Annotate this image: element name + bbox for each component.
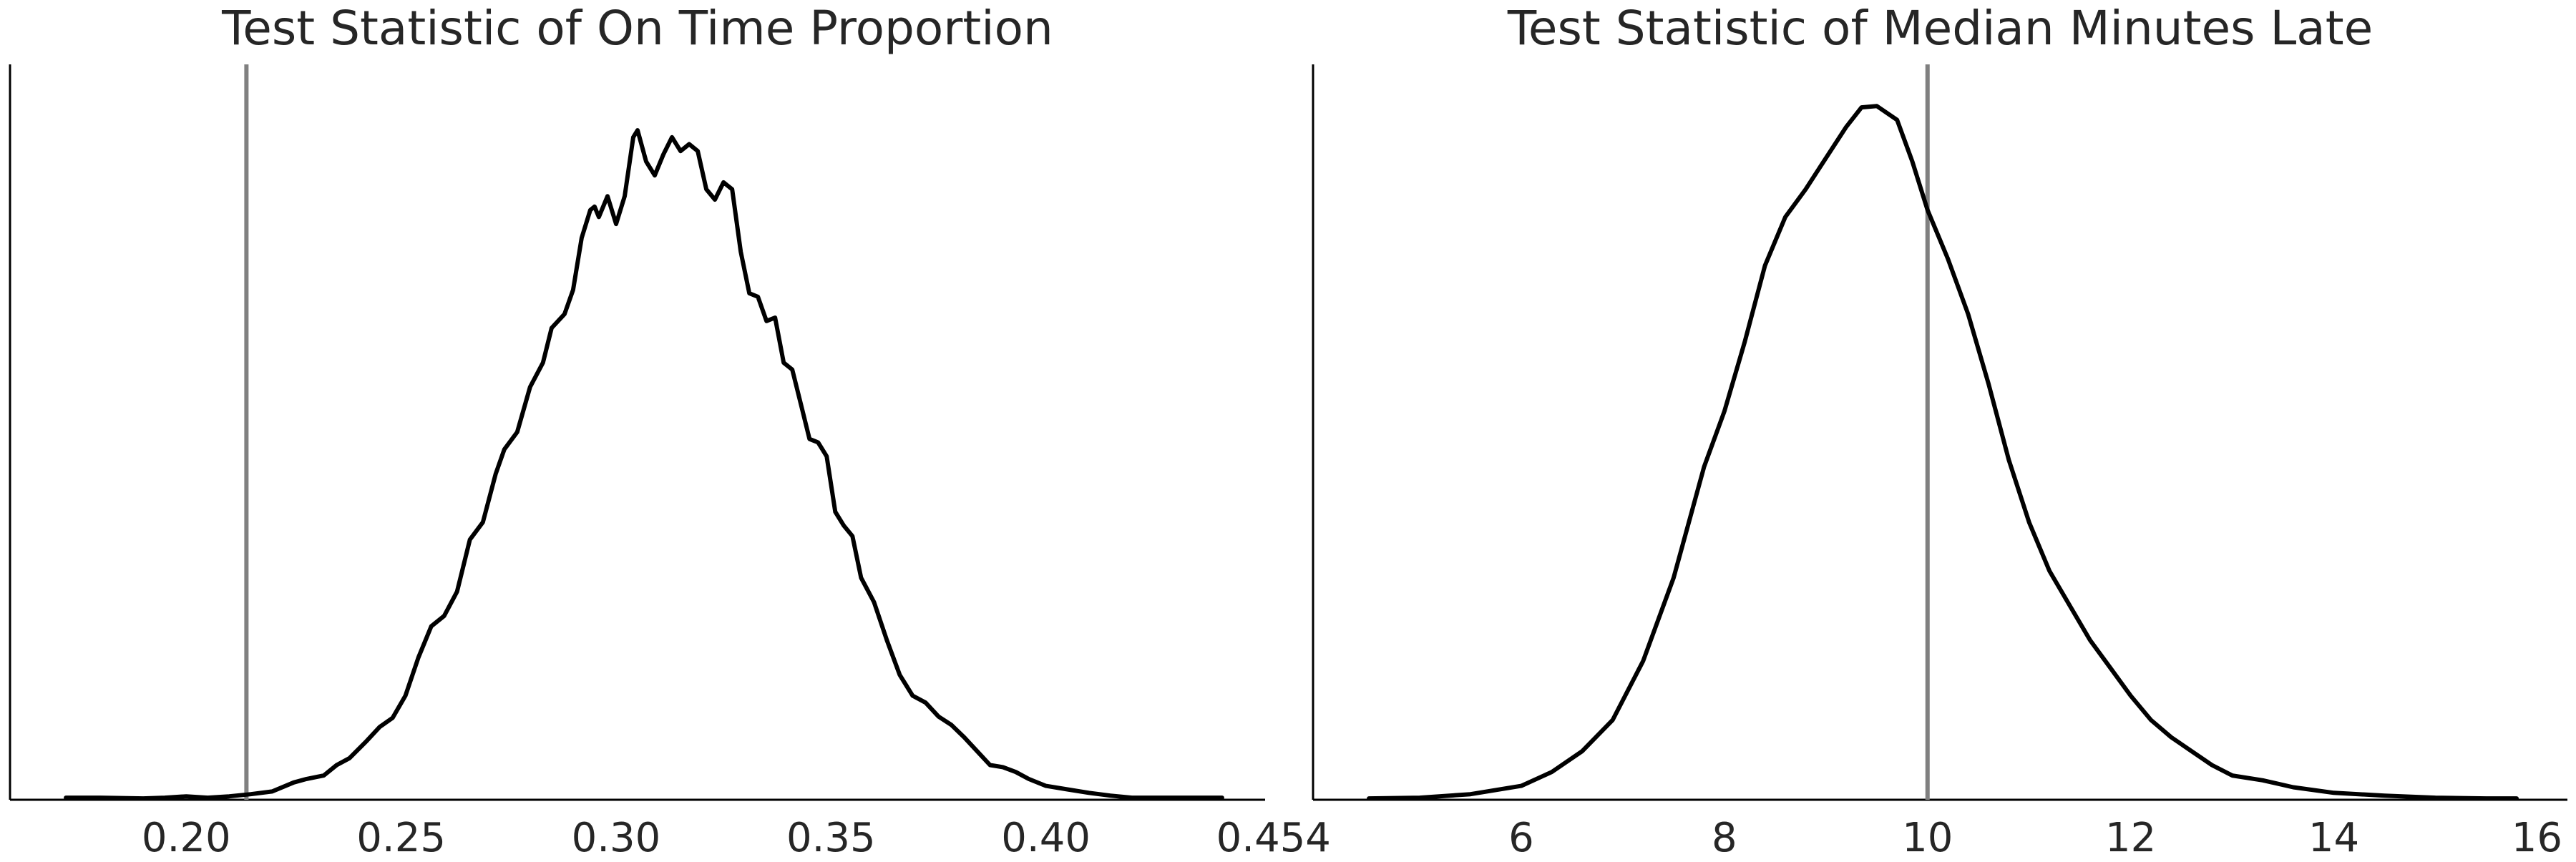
x-tick-label: 0.40 xyxy=(1001,815,1091,858)
x-tick-label: 0.20 xyxy=(142,815,231,858)
x-tick-label: 6 xyxy=(1508,815,1534,858)
chart-title: Test Statistic of On Time Proportion xyxy=(221,1,1053,56)
x-tick-label: 0.45 xyxy=(1216,815,1306,858)
x-tick-label: 14 xyxy=(2308,815,2359,858)
density-curve xyxy=(64,128,1224,801)
x-tick-label: 12 xyxy=(2105,815,2156,858)
panel-on-time-proportion: Test Statistic of On Time Proportion 0.2… xyxy=(9,1,1306,861)
density-curve xyxy=(1367,104,2519,801)
x-tick-label: 0.25 xyxy=(356,815,446,858)
x-tick-label: 0.35 xyxy=(786,815,876,858)
chart-title: Test Statistic of Median Minutes Late xyxy=(1507,1,2373,56)
panel-median-minutes-late: Test Statistic of Median Minutes Late 4 6… xyxy=(1305,1,2567,861)
x-tick-label: 0.30 xyxy=(572,815,661,858)
x-tick-label: 4 xyxy=(1305,815,1331,858)
x-tick-label: 10 xyxy=(1902,815,1953,858)
x-tick-label: 16 xyxy=(2512,815,2562,858)
x-tick-label: 8 xyxy=(1712,815,1737,858)
